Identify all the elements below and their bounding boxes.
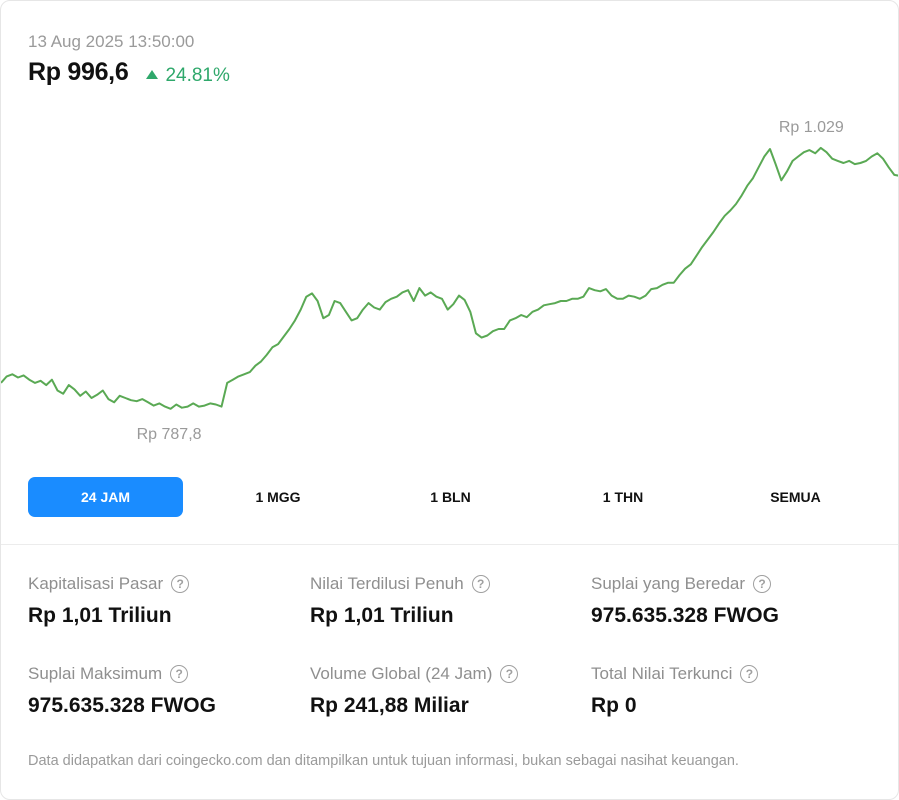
help-icon[interactable]: ? bbox=[171, 575, 190, 593]
stat-fully-diluted-value: Nilai Terdilusi Penuh ? Rp 1,01 Triliun bbox=[310, 574, 590, 628]
triangle-up-icon bbox=[146, 70, 159, 79]
stat-value: Rp 1,01 Triliun bbox=[310, 604, 454, 627]
stat-circulating-supply: Suplai yang Beredar ? 975.635.328 FWOG bbox=[591, 574, 871, 628]
price-change: 24.81% bbox=[146, 64, 230, 87]
stat-label: Total Nilai Terkunci bbox=[591, 664, 733, 683]
stat-label: Nilai Terdilusi Penuh bbox=[310, 574, 464, 593]
help-icon[interactable]: ? bbox=[500, 665, 519, 683]
help-icon[interactable]: ? bbox=[471, 575, 490, 593]
stat-label: Suplai Maksimum bbox=[28, 664, 163, 683]
help-icon[interactable]: ? bbox=[753, 575, 772, 593]
chart-low-label: Rp 787,8 bbox=[137, 426, 202, 443]
tab-1-mgg[interactable]: 1 MGG bbox=[255, 489, 301, 505]
stat-value: 975.635.328 FWOG bbox=[28, 694, 216, 717]
stat-label: Kapitalisasi Pasar bbox=[28, 574, 164, 593]
stat-value: Rp 0 bbox=[591, 694, 637, 717]
stat-value: 975.635.328 FWOG bbox=[591, 604, 779, 627]
price-timestamp: 13 Aug 2025 13:50:00 bbox=[28, 32, 195, 51]
price-change-percent: 24.81% bbox=[165, 64, 230, 86]
disclaimer-text: Data didapatkan dari coingecko.com dan d… bbox=[28, 753, 739, 769]
chart-high-label: Rp 1.029 bbox=[779, 119, 844, 136]
tab-1-bln[interactable]: 1 BLN bbox=[430, 489, 471, 505]
price-chart[interactable]: Rp 1.029 Rp 787,8 bbox=[1, 101, 899, 451]
divider bbox=[1, 544, 898, 545]
stat-total-value-locked: Total Nilai Terkunci ? Rp 0 bbox=[591, 664, 871, 718]
tab-24-jam[interactable]: 24 JAM bbox=[28, 477, 183, 517]
stat-label: Suplai yang Beredar bbox=[591, 574, 746, 593]
stat-global-volume: Volume Global (24 Jam) ? Rp 241,88 Milia… bbox=[310, 664, 590, 718]
help-icon[interactable]: ? bbox=[740, 665, 759, 683]
current-price: Rp 996,6 bbox=[28, 58, 129, 86]
price-line bbox=[1, 146, 898, 410]
stat-value: Rp 241,88 Miliar bbox=[310, 694, 469, 717]
stat-market-cap: Kapitalisasi Pasar ? Rp 1,01 Triliun bbox=[28, 574, 308, 628]
stat-value: Rp 1,01 Triliun bbox=[28, 604, 172, 627]
help-icon[interactable]: ? bbox=[170, 665, 189, 683]
period-tabs: 24 JAM 1 MGG 1 BLN 1 THN SEMUA bbox=[28, 477, 873, 517]
tab-1-thn[interactable]: 1 THN bbox=[602, 489, 644, 505]
stat-label: Volume Global (24 Jam) bbox=[310, 664, 493, 683]
price-row: Rp 996,6 24.81% bbox=[28, 58, 230, 87]
tab-semua[interactable]: SEMUA bbox=[770, 489, 821, 505]
stat-max-supply: Suplai Maksimum ? 975.635.328 FWOG bbox=[28, 664, 308, 718]
